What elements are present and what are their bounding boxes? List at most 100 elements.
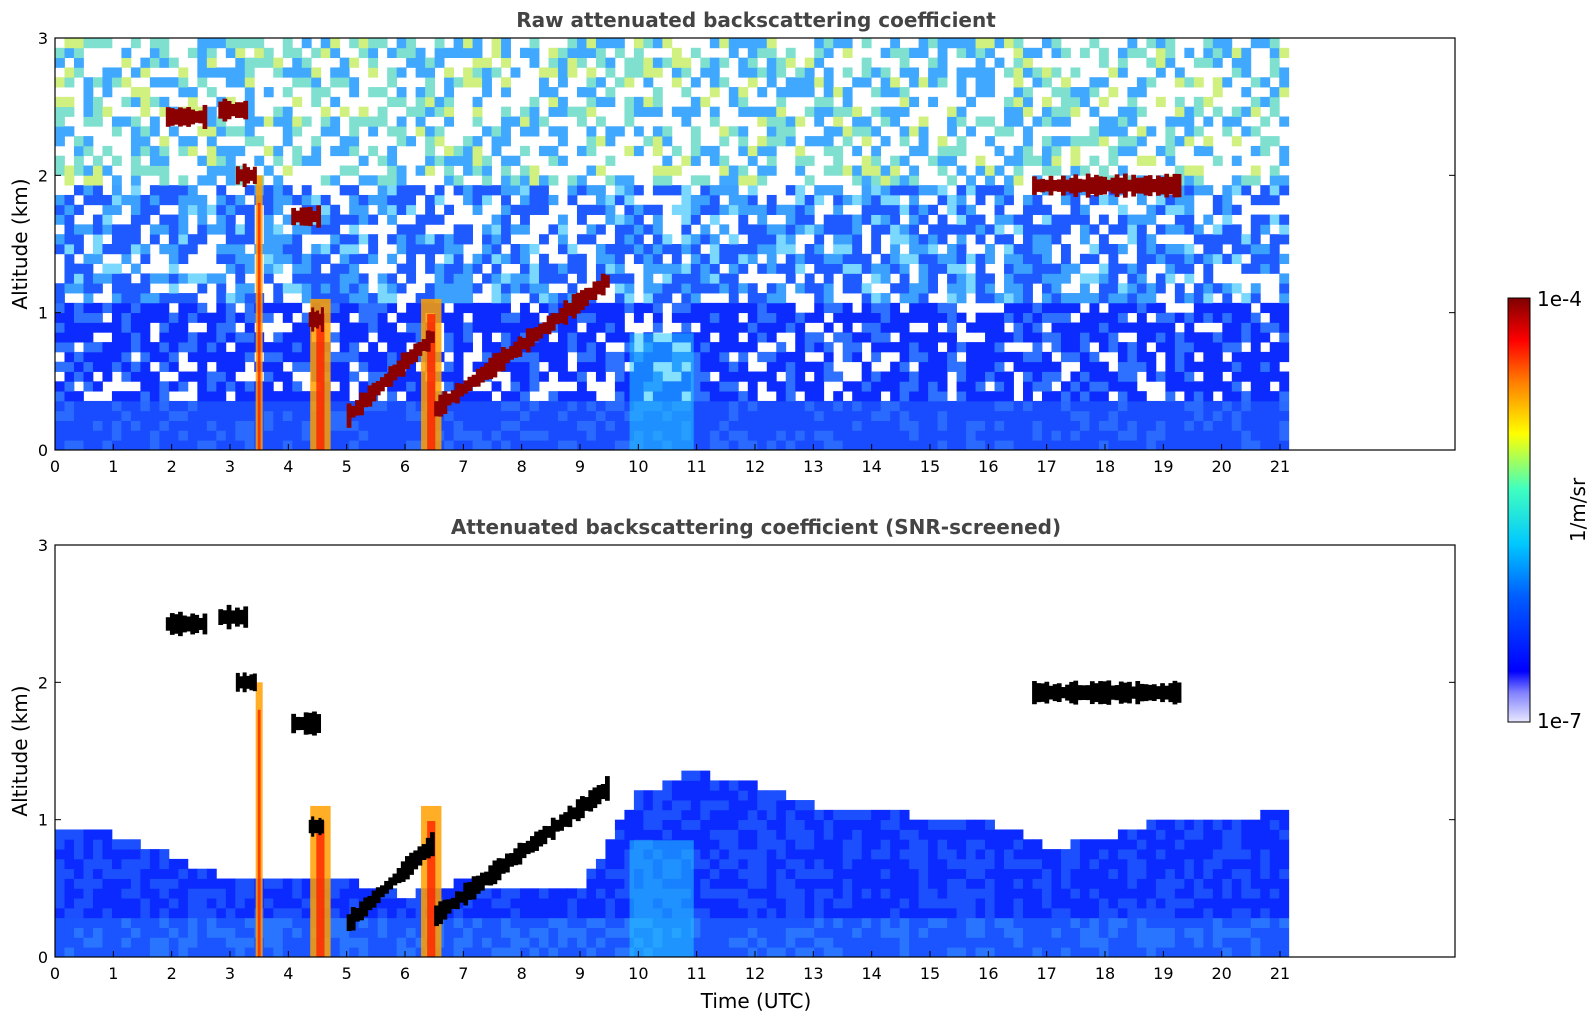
heatmap-cell xyxy=(282,253,293,265)
heatmap-cell xyxy=(738,858,749,870)
heatmap-cell xyxy=(975,273,986,284)
heatmap-cell xyxy=(785,917,796,928)
heatmap-cell xyxy=(1013,106,1024,117)
heatmap-cell xyxy=(444,175,454,186)
heatmap-cell xyxy=(937,332,948,343)
heatmap-cell xyxy=(121,351,132,363)
heatmap-cell xyxy=(747,194,758,206)
heatmap-cell xyxy=(1032,351,1043,363)
heatmap-cell xyxy=(539,185,549,196)
heatmap-cell xyxy=(576,898,587,909)
heatmap-cell xyxy=(785,878,796,889)
heatmap-cell xyxy=(539,116,549,127)
heatmap-cell xyxy=(595,342,606,353)
heatmap-cell xyxy=(814,839,825,850)
heatmap-cell xyxy=(206,332,217,343)
heatmap-cell xyxy=(216,888,227,899)
heatmap-cell xyxy=(444,87,454,98)
heatmap-cell xyxy=(1231,400,1242,412)
heatmap-cell xyxy=(966,371,976,382)
heatmap-cell xyxy=(434,293,445,304)
heatmap-cell xyxy=(92,96,103,108)
heatmap-cell xyxy=(1146,400,1157,412)
heatmap-cell xyxy=(444,381,454,392)
heatmap-cell xyxy=(111,927,122,938)
heatmap-cell xyxy=(64,342,75,353)
heatmap-cell xyxy=(795,809,806,821)
heatmap-cell xyxy=(1222,194,1233,206)
heatmap-cell xyxy=(187,420,198,431)
heatmap-cell xyxy=(624,381,635,392)
heatmap-cell xyxy=(244,381,255,392)
heatmap-cell xyxy=(814,293,825,304)
heatmap-cell xyxy=(785,371,796,382)
heatmap-cell xyxy=(652,263,663,274)
heatmap-cell xyxy=(301,420,312,431)
heatmap-cell xyxy=(852,244,863,255)
heatmap-cell xyxy=(605,67,616,78)
heatmap-cell xyxy=(235,57,246,68)
heatmap-cell xyxy=(842,907,853,919)
heatmap-cell xyxy=(330,937,341,948)
heatmap-cell xyxy=(225,77,236,88)
cloud-cell xyxy=(359,392,364,416)
heatmap-cell xyxy=(700,420,711,431)
heatmap-cell xyxy=(1051,214,1062,225)
heatmap-cell xyxy=(111,937,122,948)
heatmap-cell xyxy=(83,185,94,196)
heatmap-cell xyxy=(833,829,844,840)
heatmap-cell xyxy=(235,77,246,88)
heatmap-cell xyxy=(605,136,616,147)
heatmap-cell xyxy=(83,194,94,206)
heatmap-cell xyxy=(880,194,891,206)
heatmap-cell xyxy=(1042,361,1052,372)
heatmap-cell xyxy=(1184,273,1195,284)
heatmap-cell xyxy=(1042,273,1052,284)
heatmap-cell xyxy=(197,410,208,421)
heatmap-cell xyxy=(852,430,863,441)
heatmap-cell xyxy=(301,430,312,441)
heatmap-cell xyxy=(1222,214,1233,225)
heatmap-cell xyxy=(823,888,834,899)
heatmap-cell xyxy=(1250,381,1261,392)
heatmap-cell xyxy=(567,67,578,78)
heatmap-cell xyxy=(453,410,464,421)
heatmap-cell xyxy=(633,302,644,314)
heatmap-cell xyxy=(757,371,768,382)
heatmap-cell xyxy=(719,829,730,840)
heatmap-cell xyxy=(330,224,341,235)
heatmap-cell xyxy=(387,430,398,441)
heatmap-cell xyxy=(690,849,701,860)
heatmap-cell xyxy=(216,194,227,206)
heatmap-cell xyxy=(1127,342,1138,353)
heatmap-cell xyxy=(614,937,625,948)
heatmap-cell xyxy=(747,420,758,431)
heatmap-cell xyxy=(1279,185,1290,196)
heatmap-cell xyxy=(985,47,995,59)
heatmap-cell xyxy=(1165,391,1176,402)
heatmap-cell xyxy=(244,136,255,147)
heatmap-cell xyxy=(406,907,417,919)
heatmap-cell xyxy=(671,47,682,59)
heatmap-cell xyxy=(557,342,568,353)
heatmap-cell xyxy=(235,947,246,958)
heatmap-cell xyxy=(614,907,625,919)
heatmap-cell xyxy=(187,907,198,919)
heatmap-cell xyxy=(842,829,853,840)
heatmap-cell xyxy=(871,907,882,919)
heatmap-cell xyxy=(463,145,473,157)
heatmap-cell xyxy=(605,849,616,860)
heatmap-cell xyxy=(719,371,730,382)
heatmap-cell xyxy=(776,67,787,78)
heatmap-cell xyxy=(766,155,777,166)
heatmap-cell xyxy=(92,858,103,870)
heatmap-cell xyxy=(197,67,208,78)
heatmap-cell xyxy=(605,858,616,870)
heatmap-cell xyxy=(1070,400,1081,412)
heatmap-cell xyxy=(159,302,170,314)
heatmap-cell xyxy=(614,381,625,392)
heatmap-cell xyxy=(804,283,815,294)
heatmap-cell xyxy=(1032,361,1043,372)
heatmap-cell xyxy=(823,273,834,284)
heatmap-cell xyxy=(709,858,720,870)
